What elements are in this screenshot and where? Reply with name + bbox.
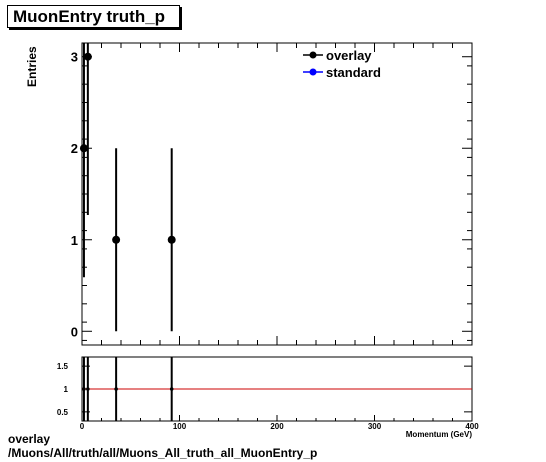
ratio-y-tick-label: 1.5: [57, 362, 69, 371]
chart-title: MuonEntry truth_p: [13, 7, 166, 26]
ratio-y-tick-label: 1: [64, 385, 69, 394]
overlay-point: [79, 144, 88, 153]
ratio-y-tick-label: 0.5: [57, 408, 69, 417]
ratio-x-tick-label: 300: [368, 422, 382, 431]
overlay-point: [83, 52, 92, 61]
overlay-point: [167, 235, 176, 244]
x-axis-label: Momentum (GeV): [406, 430, 473, 439]
ratio-point: [169, 387, 174, 391]
y-tick-label: 2: [71, 141, 78, 156]
main-plot-frame: [81, 42, 473, 346]
legend-marker: [309, 51, 317, 59]
y-tick-label: 3: [71, 50, 78, 65]
chart-title-box: MuonEntry truth_p: [7, 5, 180, 28]
ratio-x-tick-label: 200: [270, 422, 284, 431]
legend-label-overlay: overlay: [326, 48, 372, 63]
footer-label: overlay: [8, 432, 51, 446]
ratio-point: [82, 387, 86, 391]
ratio-x-tick-label: 0: [80, 422, 85, 431]
ratio-x-tick-label: 100: [173, 422, 187, 431]
ratio-x-tick-label: 400: [465, 422, 479, 431]
ratio-point: [114, 387, 118, 391]
legend-marker: [309, 68, 317, 76]
y-tick-label: 1: [71, 233, 78, 248]
legend-label-standard: standard: [326, 65, 381, 80]
ratio-point: [86, 387, 90, 391]
overlay-point: [112, 235, 121, 244]
y-tick-label: 0: [71, 324, 78, 339]
footer-path: /Muons/All/truth/all/Muons_All_truth_all…: [8, 446, 318, 460]
